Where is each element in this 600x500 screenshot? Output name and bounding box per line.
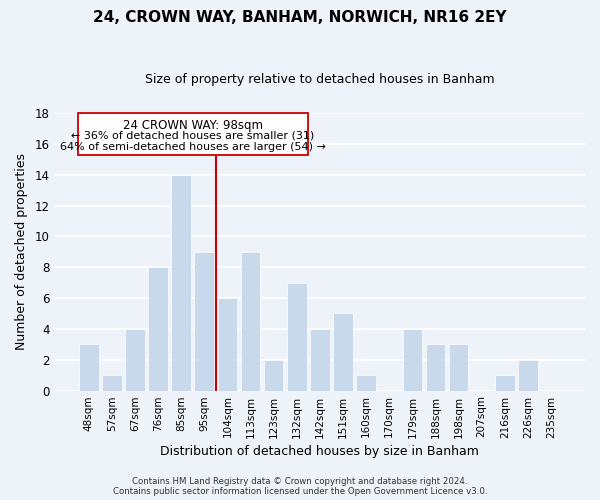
FancyBboxPatch shape	[77, 113, 308, 156]
Title: Size of property relative to detached houses in Banham: Size of property relative to detached ho…	[145, 72, 495, 86]
Bar	[125, 329, 145, 390]
X-axis label: Distribution of detached houses by size in Banham: Distribution of detached houses by size …	[160, 444, 479, 458]
Text: 64% of semi-detached houses are larger (54) →: 64% of semi-detached houses are larger (…	[60, 142, 326, 152]
Y-axis label: Number of detached properties: Number of detached properties	[15, 154, 28, 350]
Bar	[218, 298, 237, 390]
Bar	[241, 252, 260, 390]
Bar	[194, 252, 214, 390]
Text: Contains HM Land Registry data © Crown copyright and database right 2024.: Contains HM Land Registry data © Crown c…	[132, 477, 468, 486]
Bar	[287, 282, 307, 391]
Bar	[518, 360, 538, 390]
Bar	[148, 267, 168, 390]
Bar	[264, 360, 283, 390]
Bar	[449, 344, 469, 391]
Bar	[102, 375, 122, 390]
Bar	[172, 174, 191, 390]
Text: 24 CROWN WAY: 98sqm: 24 CROWN WAY: 98sqm	[123, 119, 263, 132]
Text: Contains public sector information licensed under the Open Government Licence v3: Contains public sector information licen…	[113, 487, 487, 496]
Text: ← 36% of detached houses are smaller (31): ← 36% of detached houses are smaller (31…	[71, 131, 314, 141]
Bar	[79, 344, 98, 391]
Bar	[333, 314, 353, 390]
Text: 24, CROWN WAY, BANHAM, NORWICH, NR16 2EY: 24, CROWN WAY, BANHAM, NORWICH, NR16 2EY	[93, 10, 507, 25]
Bar	[310, 329, 330, 390]
Bar	[356, 375, 376, 390]
Bar	[403, 329, 422, 390]
Bar	[425, 344, 445, 391]
Bar	[495, 375, 515, 390]
